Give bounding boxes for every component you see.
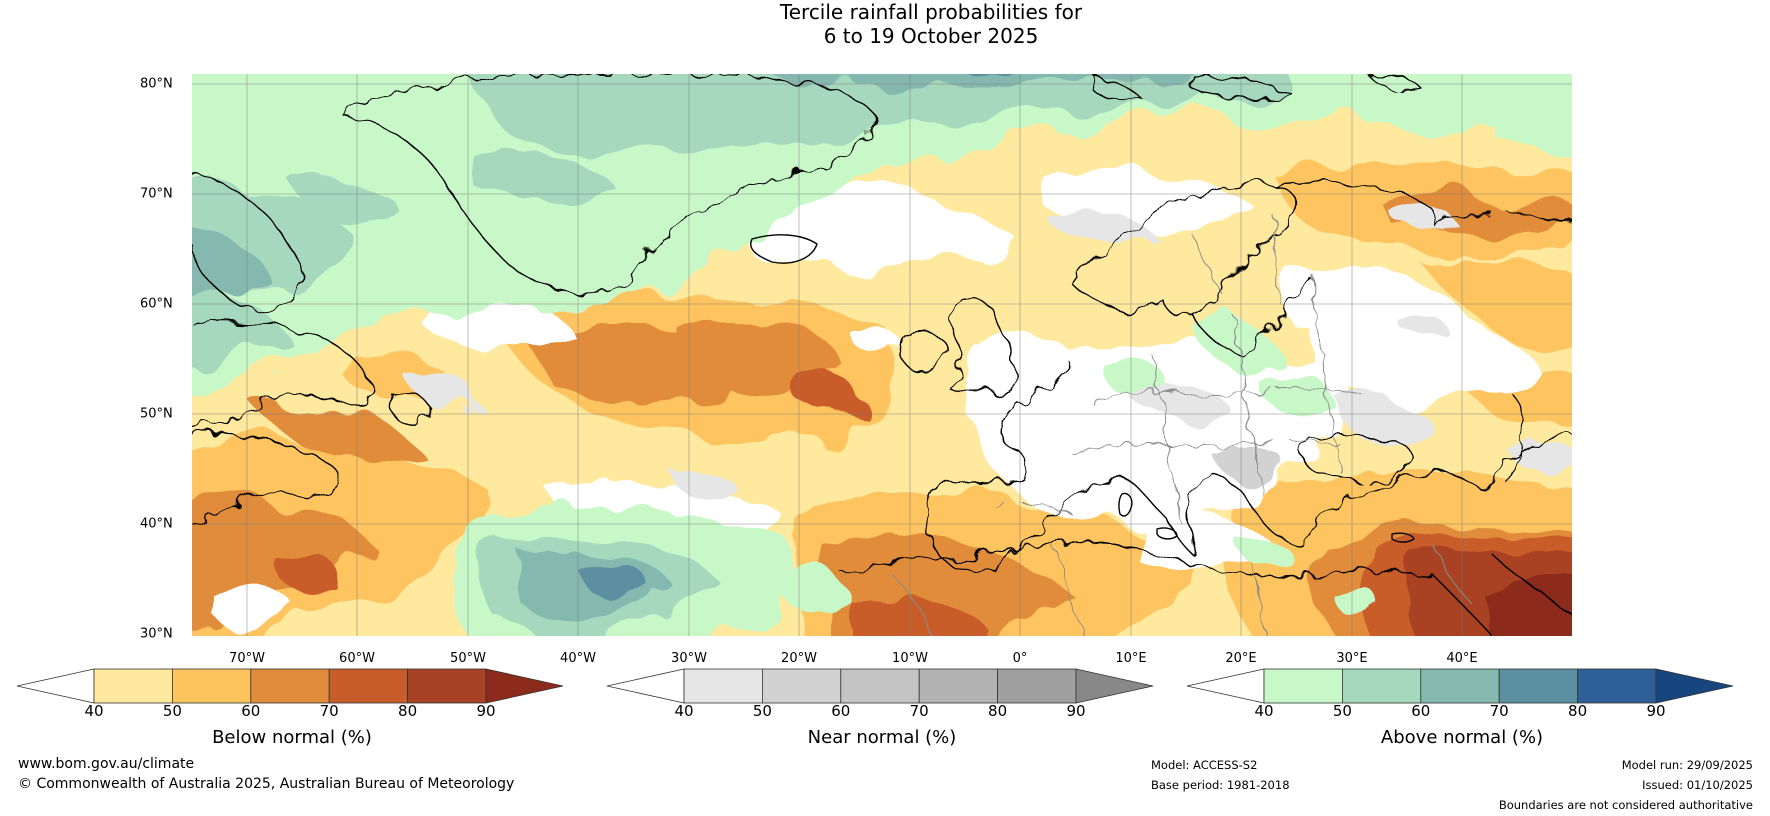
country-borders bbox=[891, 213, 1473, 636]
footer-copyright: © Commonwealth of Australia 2025, Austra… bbox=[18, 776, 515, 792]
footer-model: Model: ACCESS-S2 bbox=[1151, 758, 1258, 772]
lon-label-10e: 10°E bbox=[1115, 651, 1147, 666]
colorbar-near-tick: 70 bbox=[909, 702, 929, 720]
rainfall-probability-map bbox=[192, 74, 1572, 636]
colorbar-near-extend-low bbox=[606, 668, 685, 704]
colorbar-near-segment bbox=[840, 668, 920, 704]
lat-label-40n: 40°N bbox=[140, 516, 173, 532]
lon-label-60w: 60°W bbox=[339, 651, 375, 666]
lon-label-50w: 50°W bbox=[450, 651, 486, 666]
colorbar-above-tick: 70 bbox=[1489, 702, 1509, 720]
colorbar-label-above: Above normal (%) bbox=[1380, 727, 1544, 748]
colorbar-below-segment bbox=[250, 668, 330, 704]
colorbar-near-tick: 50 bbox=[752, 702, 772, 720]
colorbar-above-segment bbox=[1420, 668, 1500, 704]
colorbar-below-segment bbox=[93, 668, 173, 704]
colorbar-above-tick: 50 bbox=[1332, 702, 1352, 720]
graticule bbox=[192, 74, 1572, 636]
lat-label-80n: 80°N bbox=[140, 76, 173, 92]
colorbar-below-tick: 40 bbox=[84, 702, 104, 720]
colorbar-near-tick: 60 bbox=[831, 702, 851, 720]
colorbar-below-tick: 70 bbox=[319, 702, 339, 720]
footer-website: www.bom.gov.au/climate bbox=[18, 756, 195, 772]
colorbar-below-segment bbox=[171, 668, 252, 704]
colorbar-above-segment bbox=[1263, 668, 1343, 704]
colorbar-near-tick: 90 bbox=[1066, 702, 1086, 720]
colorbar-below-tick: 60 bbox=[241, 702, 261, 720]
colorbar-near-segment bbox=[683, 668, 763, 704]
title-line-2: 6 to 19 October 2025 bbox=[823, 24, 1039, 48]
footer-base-period: Base period: 1981-2018 bbox=[1151, 778, 1290, 792]
colorbar-near-tick: 80 bbox=[988, 702, 1008, 720]
lon-label-10w: 10°W bbox=[892, 651, 928, 666]
colorbar-above-normal bbox=[1186, 668, 1734, 704]
colorbar-near-segment bbox=[997, 668, 1077, 704]
colorbar-near-tick: 40 bbox=[674, 702, 694, 720]
title-line-1: Tercile rainfall probabilities for bbox=[779, 0, 1083, 24]
lon-label-0: 0° bbox=[1012, 651, 1028, 666]
lon-label-20e: 20°E bbox=[1225, 651, 1257, 666]
colorbar-near-segment bbox=[918, 668, 999, 704]
map-title: Tercile rainfall probabilities for 6 to … bbox=[0, 0, 1770, 48]
footer-disclaimer: Boundaries are not considered authoritat… bbox=[1498, 798, 1753, 812]
colorbar-below-tick: 90 bbox=[476, 702, 496, 720]
colorbar-below-segment bbox=[407, 668, 487, 704]
coastlines bbox=[192, 74, 1572, 636]
lon-label-70w: 70°W bbox=[229, 651, 265, 666]
colorbar-near-normal bbox=[606, 668, 1154, 704]
colorbar-above-segment bbox=[1577, 668, 1657, 704]
colorbar-below-normal bbox=[16, 668, 564, 704]
colorbar-near-segment bbox=[761, 668, 842, 704]
lat-label-70n: 70°N bbox=[140, 186, 173, 202]
colorbar-above-tick: 80 bbox=[1568, 702, 1588, 720]
colorbar-above-extend-high bbox=[1655, 668, 1734, 704]
colorbar-below-extend-high bbox=[485, 668, 564, 704]
colorbar-below-tick: 80 bbox=[398, 702, 418, 720]
colorbar-above-extend-low bbox=[1186, 668, 1265, 704]
lon-label-40e: 40°E bbox=[1446, 651, 1478, 666]
lon-label-40w: 40°W bbox=[560, 651, 596, 666]
lon-label-20w: 20°W bbox=[781, 651, 817, 666]
lat-label-60n: 60°N bbox=[140, 296, 173, 312]
colorbar-below-tick: 50 bbox=[162, 702, 182, 720]
colorbar-below-extend-low bbox=[16, 668, 95, 704]
lon-label-30e: 30°E bbox=[1336, 651, 1368, 666]
probability-field bbox=[192, 74, 1572, 636]
colorbar-above-tick: 60 bbox=[1411, 702, 1431, 720]
lon-label-30w: 30°W bbox=[671, 651, 707, 666]
colorbar-above-tick: 40 bbox=[1254, 702, 1274, 720]
colorbar-below-segment bbox=[328, 668, 409, 704]
footer-issued: Issued: 01/10/2025 bbox=[1642, 778, 1753, 792]
footer-model-run: Model run: 29/09/2025 bbox=[1621, 758, 1753, 772]
colorbar-near-extend-high bbox=[1075, 668, 1154, 704]
colorbar-label-near: Near normal (%) bbox=[807, 727, 957, 748]
colorbar-above-segment bbox=[1341, 668, 1422, 704]
colorbar-label-below: Below normal (%) bbox=[212, 727, 372, 748]
colorbar-above-segment bbox=[1498, 668, 1579, 704]
colorbar-above-tick: 90 bbox=[1646, 702, 1666, 720]
lat-label-30n: 30°N bbox=[140, 626, 173, 642]
lat-label-50n: 50°N bbox=[140, 406, 173, 422]
map-canvas bbox=[192, 74, 1572, 636]
